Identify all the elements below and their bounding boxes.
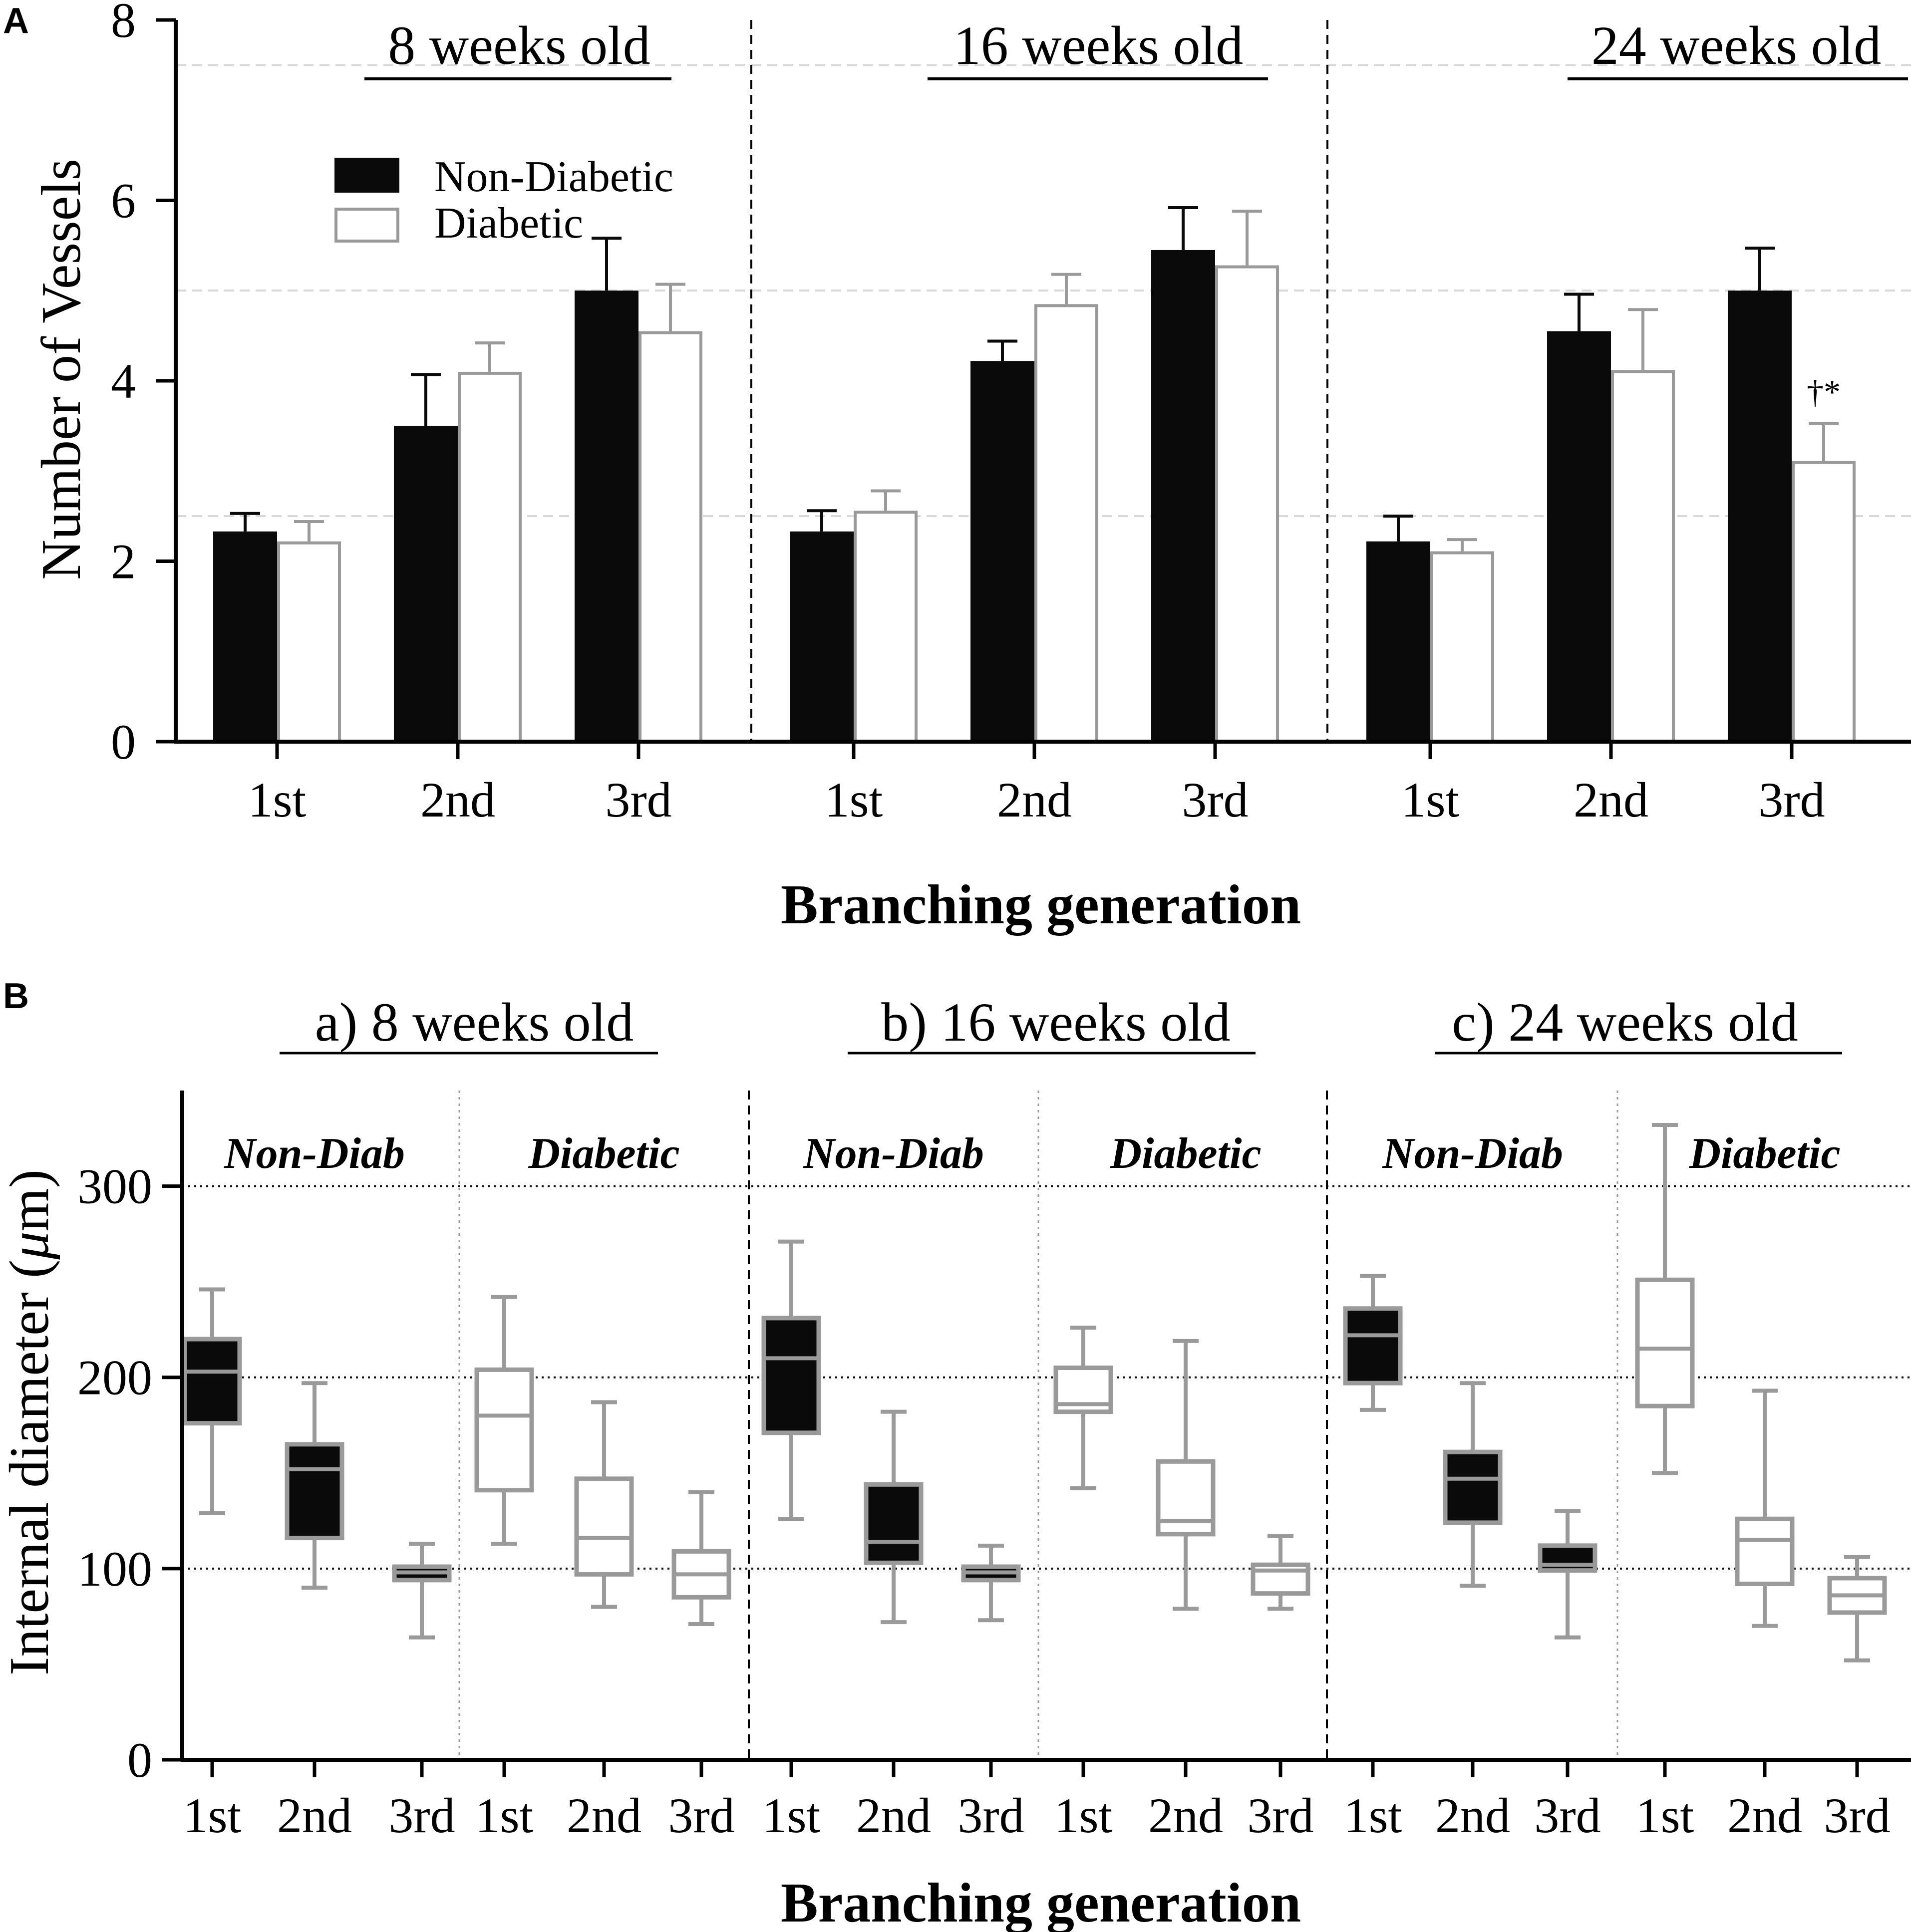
box-diabetic-1-1-1 <box>1156 1459 1216 1537</box>
panel-b-x-tick-label-2-1-2: 3rd <box>1824 1788 1890 1843</box>
panel-b-x-tick-label-1-0-1: 2nd <box>856 1788 931 1843</box>
box-non-diabetic-1-0-0 <box>761 1316 821 1435</box>
panel-a-y-tick-label-4: 8 <box>111 0 136 48</box>
bar-diabetic-0-1 <box>458 371 522 743</box>
bar-non-diabetic-2-1 <box>1547 331 1611 742</box>
panel-b-x-tick-label-0-0-2: 3rd <box>388 1788 455 1843</box>
x-tick-label-0-1: 2nd <box>420 772 495 828</box>
x-tick-label-0-2: 3rd <box>605 772 671 828</box>
panel-b-y-axis-label: Internal diameter (μm) <box>0 1169 60 1675</box>
bar-diabetic-1-1 <box>1034 304 1098 743</box>
box-non-diabetic-0-0-0 <box>182 1337 242 1426</box>
box-diabetic-0-1-0 <box>474 1367 534 1493</box>
panel-b-x-tick-label-0-0-0: 1st <box>183 1788 242 1843</box>
panel-b-x-tick-label-1-1-1: 2nd <box>1148 1788 1223 1843</box>
panel-a-x-axis-label: Branching generation <box>781 874 1301 936</box>
panel-b-x-tick-label-2-0-2: 3rd <box>1534 1788 1600 1843</box>
panel-b-x-tick-label-0-1-0: 1st <box>475 1788 534 1843</box>
panel-b-y-tick-label-0: 0 <box>127 1732 152 1788</box>
bar-non-diabetic-0-1 <box>394 426 458 742</box>
panel-b-subgroup-label-0-0: Non-Diab <box>224 1129 405 1178</box>
panel-b-boxes <box>182 1122 1887 1662</box>
panel-a-letter: A <box>3 1 29 41</box>
box-non-diabetic-0-0-1 <box>285 1442 344 1541</box>
box-non-diabetic-2-0-1 <box>1443 1449 1503 1525</box>
panel-b-x-tick-label-2-1-0: 1st <box>1636 1788 1694 1843</box>
bar-diabetic-0-2 <box>638 331 702 743</box>
significance-annotation-0: †* <box>1807 373 1841 411</box>
panel-b-x-tick-label-1-1-2: 3rd <box>1247 1788 1313 1843</box>
x-tick-label-2-2: 3rd <box>1758 772 1825 828</box>
bar-diabetic-2-0 <box>1430 551 1494 744</box>
panel-a-y-axis-label: Number of Vessels <box>30 159 92 580</box>
panel-a-bars: †* <box>213 206 1856 744</box>
panel-b-x-tick-label-2-0-0: 1st <box>1344 1788 1402 1843</box>
bar-diabetic-2-1 <box>1611 370 1675 743</box>
bar-diabetic-0-0 <box>277 541 341 743</box>
legend-swatch-non-diabetic <box>334 158 399 193</box>
box-diabetic-2-1-0 <box>1635 1277 1695 1408</box>
bar-non-diabetic-2-2 <box>1728 290 1792 742</box>
group-title-2: 24 weeks old <box>1592 15 1881 76</box>
bar-non-diabetic-0-2 <box>575 290 638 742</box>
panel-b-gridlines <box>182 1185 1911 1570</box>
panel-a-y-tick-label-2: 4 <box>111 353 136 409</box>
panel-b-x-tick-label-0-0-1: 2nd <box>277 1788 352 1843</box>
box-non-diabetic-2-0-0 <box>1343 1306 1403 1385</box>
panel-b-y-axis-label-start: Internal diameter ( <box>0 1260 60 1675</box>
bar-non-diabetic-2-0 <box>1366 541 1430 742</box>
panel-b-letter: B <box>3 976 29 1016</box>
panel-b-y-tick-label-1: 100 <box>77 1541 152 1597</box>
panel-b-subgroup-label-0-1: Diabetic <box>528 1129 679 1178</box>
bar-diabetic-1-2 <box>1215 265 1279 743</box>
panel-b-subgroup-label-2-1: Diabetic <box>1688 1129 1840 1178</box>
panel-b-group-title-0: a) 8 weeks old <box>315 992 634 1053</box>
panel-b-y-tick-label-2: 200 <box>77 1350 152 1405</box>
panel-b-y-axis-label-end: m) <box>0 1169 60 1231</box>
panel-b-x-tick-label-1-0-0: 1st <box>762 1788 821 1843</box>
panel-b-x-tick-label-2-1-1: 2nd <box>1727 1788 1802 1843</box>
legend-label-non-diabetic: Non-Diabetic <box>434 153 673 201</box>
panel-b-subgroup-label-2-0: Non-Diab <box>1382 1129 1563 1178</box>
bar-non-diabetic-1-0 <box>790 531 854 742</box>
box-non-diabetic-1-0-1 <box>864 1482 924 1565</box>
bar-non-diabetic-0-0 <box>213 531 277 742</box>
panel-b-axes: a) 8 weeks old Non-Diab 1st 2nd 3rd Diabetic 1… <box>77 992 1911 1843</box>
bar-non-diabetic-1-2 <box>1151 250 1215 742</box>
panel-a-axes: 8 weeks old 1st 2nd 3rd 16 weeks old 1st 2nd 3r… <box>111 0 1911 828</box>
x-tick-label-0-0: 1st <box>248 772 307 828</box>
panel-b-x-tick-label-0-1-1: 2nd <box>567 1788 641 1843</box>
x-tick-label-1-2: 3rd <box>1182 772 1248 828</box>
panel-b-x-tick-label-1-0-2: 3rd <box>957 1788 1024 1843</box>
panel-a-y-tick-label-3: 6 <box>111 173 136 229</box>
bar-non-diabetic-1-1 <box>970 361 1034 742</box>
panel-b-x-axis-label: Branching generation <box>781 1872 1301 1932</box>
box-non-diabetic-2-0-2 <box>1538 1543 1597 1573</box>
box-diabetic-2-1-1 <box>1735 1516 1795 1587</box>
x-tick-label-2-0: 1st <box>1401 772 1460 828</box>
panel-b-x-tick-label-0-1-2: 3rd <box>668 1788 734 1843</box>
panel-b-y-tick-label-3: 300 <box>77 1159 152 1214</box>
panel-b-x-tick-label-1-1-0: 1st <box>1054 1788 1113 1843</box>
bar-diabetic-2-2 <box>1792 461 1856 743</box>
bar-diabetic-1-0 <box>854 511 918 744</box>
panel-a-y-tick-label-1: 2 <box>111 534 136 589</box>
legend-swatch-diabetic <box>334 208 399 243</box>
group-title-1: 16 weeks old <box>954 15 1243 76</box>
panel-b-y-axis-label-mu: μ <box>0 1231 60 1260</box>
group-title-0: 8 weeks old <box>388 15 650 76</box>
x-tick-label-1-1: 2nd <box>997 772 1072 828</box>
box-diabetic-0-1-1 <box>574 1476 634 1577</box>
x-tick-label-2-1: 2nd <box>1574 772 1648 828</box>
panel-b-x-tick-label-2-0-1: 2nd <box>1435 1788 1510 1843</box>
panel-b-subgroup-label-1-1: Diabetic <box>1109 1129 1261 1178</box>
panel-b-subgroup-label-1-0: Non-Diab <box>803 1129 984 1178</box>
panel-a-legend: Non-Diabetic Diabetic <box>334 153 673 248</box>
legend-label-diabetic: Diabetic <box>434 199 583 248</box>
panel-b-group-title-2: c) 24 weeks old <box>1452 992 1798 1053</box>
x-tick-label-1-0: 1st <box>825 772 883 828</box>
panel-a-y-tick-label-0: 0 <box>111 714 136 770</box>
panel-b-group-title-1: b) 16 weeks old <box>881 992 1231 1053</box>
